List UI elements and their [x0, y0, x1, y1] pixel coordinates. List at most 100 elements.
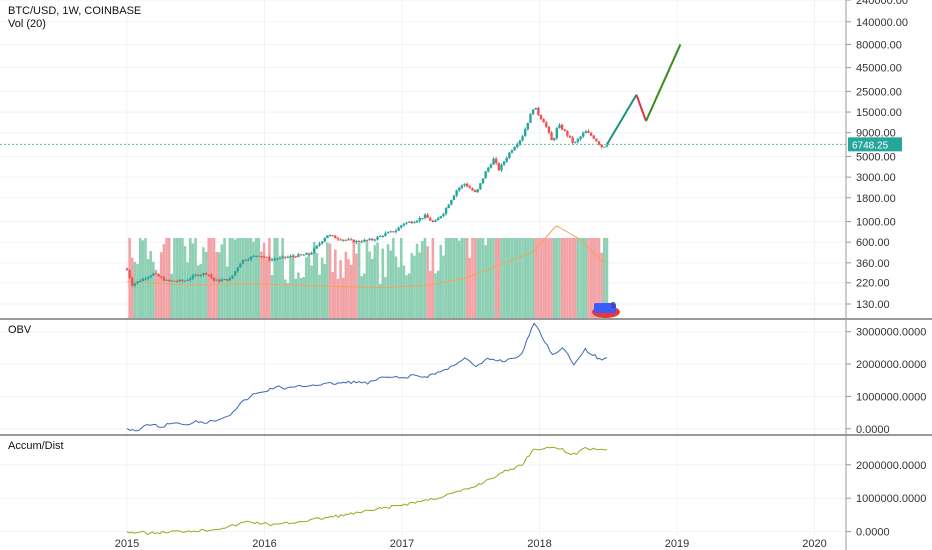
volume-bar: [555, 238, 559, 318]
candle: [289, 254, 292, 258]
candle: [373, 238, 377, 242]
candle: [305, 252, 308, 255]
candle: [487, 166, 490, 173]
candle-body: [149, 275, 152, 278]
candle: [465, 182, 469, 188]
candle: [344, 239, 348, 242]
candle-body: [315, 245, 319, 249]
y-tick-label: 3000.00: [856, 172, 896, 184]
volume-bar: [339, 260, 342, 318]
y-tick-label: 0.0000: [856, 527, 890, 539]
candle: [249, 256, 253, 262]
candle-body: [581, 133, 585, 137]
candle: [426, 212, 429, 218]
candle: [318, 241, 321, 247]
candle: [241, 259, 245, 265]
candle: [360, 239, 363, 243]
candle: [442, 213, 445, 218]
candle: [415, 220, 419, 224]
candle: [167, 279, 171, 283]
candle: [207, 274, 210, 277]
candle: [473, 189, 477, 193]
volume-bar: [194, 238, 197, 318]
x-tick-label: 2020: [802, 538, 826, 550]
candle-body: [125, 268, 129, 271]
candle: [149, 274, 152, 279]
volume-bar: [336, 278, 340, 318]
candle: [189, 276, 192, 282]
candle: [220, 278, 224, 282]
candle: [146, 276, 150, 281]
candle-body: [500, 164, 503, 171]
candle-body: [273, 258, 276, 260]
volume-bar: [341, 277, 345, 318]
candle-body: [421, 217, 424, 219]
candle-body: [323, 238, 326, 242]
candle: [392, 231, 395, 233]
candle-body: [552, 138, 556, 141]
candle: [278, 255, 282, 260]
candle-body: [595, 138, 598, 142]
candle: [141, 277, 145, 282]
candle-body: [241, 259, 245, 264]
candle: [365, 239, 369, 242]
candle: [413, 221, 416, 224]
volume-bar: [452, 238, 456, 318]
candle-body: [286, 256, 290, 258]
volume-bar: [268, 238, 271, 318]
candle: [505, 156, 508, 163]
volume-bar: [386, 244, 390, 318]
volume-bar: [299, 277, 303, 318]
candle-body: [255, 255, 258, 257]
candle-body: [281, 256, 284, 258]
candle-body: [175, 281, 179, 283]
candle-body: [136, 281, 139, 284]
volume-bar: [312, 241, 316, 318]
candle: [447, 203, 450, 209]
obv-line: [126, 322, 608, 432]
volume-bar: [360, 276, 363, 318]
candle: [471, 187, 474, 191]
volume-bar: [265, 259, 269, 318]
candle: [199, 274, 203, 278]
flag-icon[interactable]: 5: [592, 301, 620, 318]
volume-bar: [291, 254, 295, 318]
candle-body: [521, 136, 524, 141]
volume-label: Vol (20): [8, 18, 46, 30]
volume-bar: [365, 241, 369, 318]
projection-segment: [606, 94, 638, 145]
candle-body: [444, 208, 448, 214]
y-tick-label: 1000000.0000: [856, 391, 926, 403]
candle: [194, 273, 197, 277]
candle-body: [545, 122, 548, 127]
y-tick-label: 2000000.0000: [856, 460, 926, 472]
volume-bar: [273, 238, 276, 318]
candle-body: [357, 240, 361, 242]
obv-panel: 3000000.0000 2000000.0000 1000000.0000 0.00…: [0, 322, 926, 436]
candle-body: [568, 135, 572, 138]
current-price-label: 6748.25: [852, 140, 889, 151]
volume-bar: [531, 238, 535, 318]
candle-body: [133, 283, 137, 286]
candle-body: [531, 109, 535, 115]
candle-body: [349, 239, 353, 241]
candle: [579, 135, 582, 141]
projection-segment: [645, 43, 682, 122]
candle-body: [144, 278, 147, 280]
volume-bar: [558, 238, 561, 318]
candle-body: [489, 164, 493, 168]
candle-body: [505, 157, 508, 162]
candle-body: [392, 231, 395, 233]
volume-bar: [239, 238, 242, 318]
candle-body: [510, 150, 514, 153]
candle-body: [426, 214, 429, 218]
candle: [157, 273, 160, 277]
volume-bar: [181, 238, 184, 318]
candle: [339, 238, 342, 241]
volume-bar: [352, 241, 356, 318]
candle: [481, 178, 485, 185]
volume-bar: [547, 238, 551, 318]
candle: [510, 149, 514, 154]
volume-bar: [465, 238, 469, 318]
